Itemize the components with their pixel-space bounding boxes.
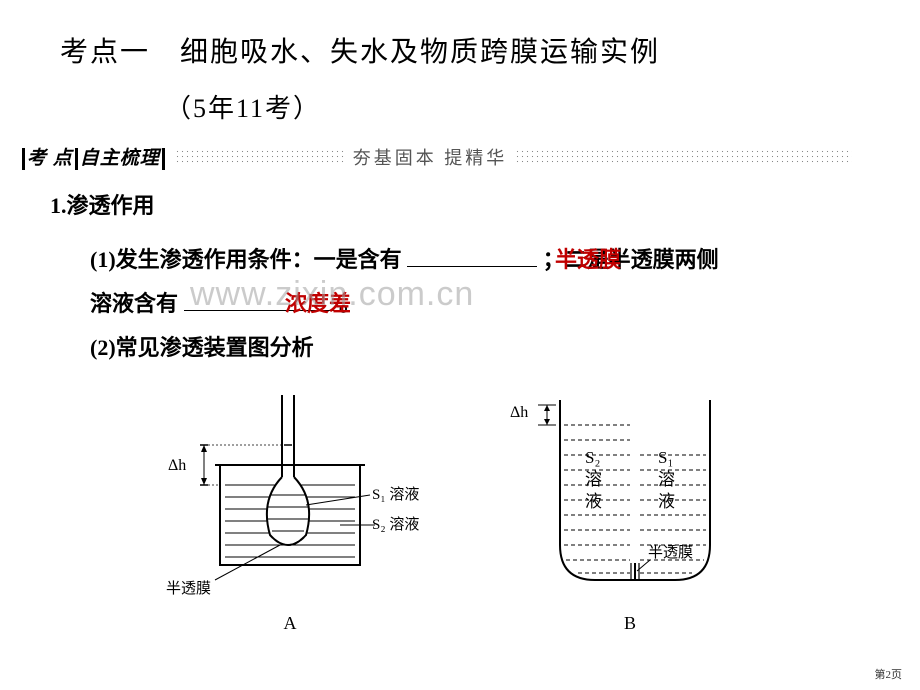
s1-b-1: S₁: [658, 448, 673, 467]
section-label-b: 自主梳理: [80, 143, 160, 170]
line2-a: 溶液含有: [90, 291, 178, 316]
caption-a: A: [160, 613, 420, 634]
dh-label-b: Δh: [510, 404, 528, 421]
section-label-a: 考 点: [27, 143, 73, 170]
line1-a: (1)发生渗透作用条件：一是含有: [90, 247, 402, 272]
s2-b-3: 液: [585, 492, 602, 511]
title: 考点一 细胞吸水、失水及物质跨膜运输实例: [60, 30, 860, 70]
s1-b-2: 溶: [658, 470, 675, 489]
heading-1: 1.渗透作用: [50, 188, 860, 220]
dot-fill: [175, 149, 345, 165]
diagram-b: Δh S₂ 溶 液 S₁ 溶 液 半透膜 B: [500, 385, 760, 634]
diagram-b-svg: Δh S₂ 溶 液 S₁ 溶 液 半透膜: [500, 385, 760, 600]
s2-b-1: S₂: [585, 448, 600, 467]
section-bar: 考 点 自主梳理 夯基固本 提精华: [20, 143, 860, 170]
body-block: (1)发生渗透作用条件：一是含有 ；二是半透膜两侧 溶液含有 。 (2)常见渗透…: [90, 238, 860, 370]
blank-1: [407, 244, 537, 267]
diagram-a: Δh S₁ 溶液 S₂ 溶液 半透膜 A: [160, 385, 420, 634]
mem-label-a: 半透膜: [166, 580, 211, 597]
s1-b-3: 液: [658, 492, 675, 511]
bar-icon: [75, 148, 78, 170]
bar-icon: [22, 148, 25, 170]
s2-b-2: 溶: [585, 470, 602, 489]
slogan: 夯基固本 提精华: [353, 144, 508, 170]
bar-icon: [162, 148, 165, 170]
line3: (2)常见渗透装置图分析: [90, 335, 314, 360]
diagram-a-svg: Δh S₁ 溶液 S₂ 溶液 半透膜: [160, 385, 420, 600]
caption-b: B: [500, 613, 760, 634]
mem-label-b: 半透膜: [648, 544, 693, 561]
dh-label-a: Δh: [168, 457, 186, 474]
dot-fill: [515, 149, 852, 165]
diagram-row: Δh S₁ 溶液 S₂ 溶液 半透膜 A: [60, 385, 860, 634]
fill-answer-2: 浓度差: [285, 282, 351, 326]
slide-page: 考点一 细胞吸水、失水及物质跨膜运输实例 （5年11考） 考 点 自主梳理 夯基…: [0, 0, 920, 690]
s1-label-a: S₁ 溶液: [372, 486, 419, 503]
page-number: 第2页: [875, 666, 903, 682]
fill-answer-1: 半透膜: [555, 238, 621, 282]
s2-label-a: S₂ 溶液: [372, 516, 419, 533]
subtitle: （5年11考）: [165, 88, 860, 125]
